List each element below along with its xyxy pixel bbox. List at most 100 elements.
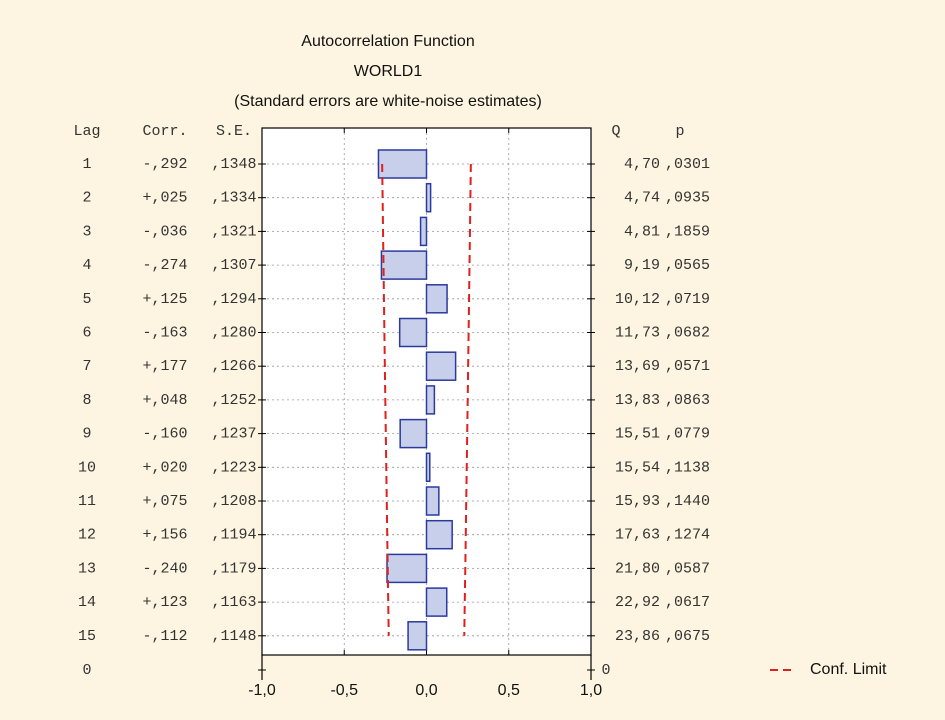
corr-label: -,292 — [142, 156, 187, 173]
bar — [425, 385, 436, 415]
corr-label: -,274 — [142, 257, 187, 274]
row-label: 0 — [601, 662, 610, 679]
lag-label: 14 — [78, 594, 96, 611]
lag-label: 3 — [82, 223, 91, 240]
column-header: S.E. — [216, 123, 252, 140]
column-header: Corr. — [142, 123, 187, 140]
p-label: ,0565 — [665, 257, 710, 274]
se-label: ,1348 — [211, 156, 256, 173]
x-tick-label: -0,5 — [330, 682, 358, 699]
lag-label: 7 — [82, 358, 91, 375]
se-label: ,1237 — [211, 426, 256, 443]
p-label: ,0719 — [665, 291, 710, 308]
corr-label: +,123 — [142, 594, 187, 611]
lag-label: 6 — [82, 324, 91, 341]
corr-label: -,036 — [142, 223, 187, 240]
p-label: ,0587 — [665, 560, 710, 577]
bar — [425, 519, 453, 550]
q-label: 4,74 — [624, 190, 660, 207]
se-label: ,1208 — [211, 493, 256, 510]
p-label: ,0935 — [665, 190, 710, 207]
bar — [377, 149, 428, 179]
bar — [386, 553, 428, 584]
chart-title: Autocorrelation Function — [301, 33, 474, 50]
lag-label: 1 — [82, 156, 91, 173]
p-label: ,0301 — [665, 156, 710, 173]
p-label: ,0571 — [665, 358, 710, 375]
se-label: ,1194 — [211, 527, 256, 544]
chart-subtitle: WORLD1 — [354, 63, 423, 80]
x-tick-label: -1,0 — [248, 682, 276, 699]
q-label: 17,63 — [615, 527, 660, 544]
se-label: ,1321 — [211, 223, 256, 240]
column-header: p — [675, 123, 684, 140]
p-label: ,1859 — [665, 223, 710, 240]
p-label: ,1440 — [665, 493, 710, 510]
se-label: ,1163 — [211, 594, 256, 611]
bar — [425, 452, 431, 483]
lag-label: 10 — [78, 459, 96, 476]
corr-label: +,075 — [142, 493, 187, 510]
conf-limit-line — [381, 163, 390, 636]
lag-label: 5 — [82, 291, 91, 308]
q-label: 15,93 — [615, 493, 660, 510]
q-label: 4,70 — [624, 156, 660, 173]
x-tick-label: 0,5 — [498, 682, 520, 699]
q-label: 10,12 — [615, 291, 660, 308]
corr-label: -,160 — [142, 426, 187, 443]
p-label: ,0863 — [665, 392, 710, 409]
se-label: ,1294 — [211, 291, 256, 308]
bar — [425, 587, 448, 617]
corr-label: +,020 — [142, 459, 187, 476]
q-label: 4,81 — [624, 223, 660, 240]
q-label: 13,69 — [615, 358, 660, 375]
legend-label: Conf. Limit — [810, 661, 887, 678]
se-label: ,1223 — [211, 459, 256, 476]
corr-label: -,112 — [142, 628, 187, 645]
x-tick-label: 0,0 — [415, 682, 437, 699]
bar — [425, 284, 448, 314]
se-label: ,1280 — [211, 324, 256, 341]
p-label: ,1138 — [665, 459, 710, 476]
lag-label: 15 — [78, 628, 96, 645]
lag-label: 13 — [78, 560, 96, 577]
bar — [419, 216, 428, 247]
q-label: 15,54 — [615, 459, 660, 476]
row-label: 0 — [82, 662, 91, 679]
q-label: 22,92 — [615, 594, 660, 611]
corr-label: +,048 — [142, 392, 187, 409]
bar — [399, 418, 428, 449]
lag-label: 8 — [82, 392, 91, 409]
se-label: ,1179 — [211, 560, 256, 577]
p-label: ,0682 — [665, 324, 710, 341]
p-label: ,1274 — [665, 527, 710, 544]
column-header: Q — [611, 123, 620, 140]
chart-note: (Standard errors are white-noise estimat… — [234, 93, 542, 110]
q-label: 13,83 — [615, 392, 660, 409]
lag-label: 12 — [78, 527, 96, 544]
corr-label: +,177 — [142, 358, 187, 375]
plot-frame — [261, 127, 592, 656]
lag-label: 2 — [82, 190, 91, 207]
lag-label: 11 — [78, 493, 96, 510]
bar — [398, 317, 428, 348]
se-label: ,1334 — [211, 190, 256, 207]
column-header: Lag — [73, 123, 100, 140]
q-label: 11,73 — [615, 324, 660, 341]
se-label: ,1266 — [211, 358, 256, 375]
q-label: 15,51 — [615, 426, 660, 443]
corr-label: +,156 — [142, 527, 187, 544]
q-label: 9,19 — [624, 257, 660, 274]
se-label: ,1148 — [211, 628, 256, 645]
se-label: ,1307 — [211, 257, 256, 274]
se-label: ,1252 — [211, 392, 256, 409]
bar — [425, 486, 440, 516]
p-label: ,0617 — [665, 594, 710, 611]
corr-label: +,125 — [142, 291, 187, 308]
bar — [380, 250, 428, 280]
q-label: 23,86 — [615, 628, 660, 645]
x-tick-label: 1,0 — [580, 682, 602, 699]
bar — [407, 621, 428, 651]
p-label: ,0779 — [665, 426, 710, 443]
